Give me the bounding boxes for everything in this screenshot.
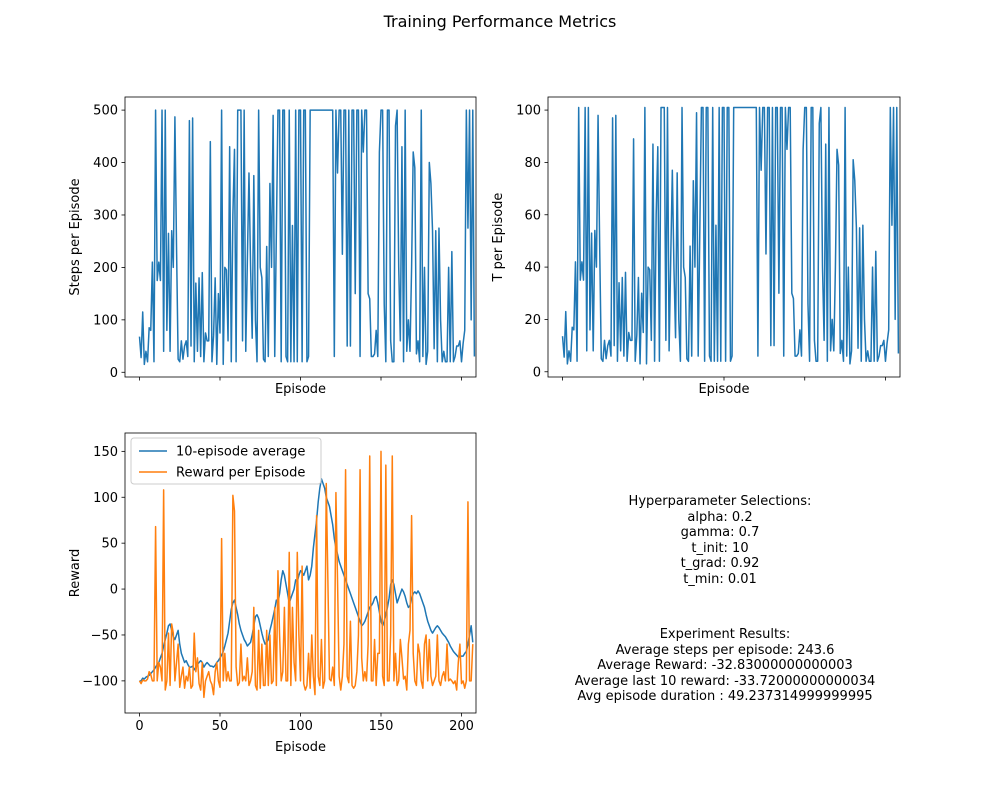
- temperature-y-tick-label: 60: [524, 208, 541, 223]
- hyperparameter-alpha: alpha: 0.2: [687, 509, 753, 525]
- result-avg-reward: Average Reward: -32.83000000000003: [597, 658, 853, 673]
- reward-x-tick-label: 0: [135, 719, 143, 734]
- reward-series-line-0: [139, 478, 474, 682]
- reward-legend-label-1: Reward per Episode: [176, 466, 305, 481]
- results-title: Experiment Results:: [659, 627, 791, 642]
- result-avg-duration: Avg episode duration : 49.23731499999999…: [577, 689, 873, 704]
- temperature-y-axis-label: T per Episode: [491, 193, 506, 283]
- reward-y-tick-label: 150: [93, 445, 118, 460]
- result-avg-steps: Average steps per episode: 243.6: [615, 642, 835, 658]
- steps-x-axis-label: Episode: [275, 382, 326, 397]
- temperature-x-axis-label: Episode: [698, 382, 749, 397]
- reward-x-axis-label: Episode: [275, 740, 326, 755]
- steps-y-tick-label: 100: [93, 313, 118, 328]
- steps-y-tick-label: 500: [93, 104, 118, 119]
- reward-y-tick-label: 0: [110, 583, 118, 598]
- hyperparameter-title: Hyperparameter Selections:: [628, 494, 812, 509]
- hyperparameter-t-init: t_init: 10: [691, 540, 749, 556]
- reward-y-tick-label: 100: [93, 491, 118, 506]
- steps-series-line-0: [138, 109, 476, 366]
- reward-y-axis-label: Reward: [68, 549, 83, 597]
- hyperparameter-panel: Hyperparameter Selections: alpha: 0.2 ga…: [520, 494, 920, 587]
- steps-y-axis-label: Steps per Episode: [68, 178, 83, 295]
- reward-y-tick-label: 50: [101, 537, 118, 552]
- reward-y-tick-label: −100: [82, 674, 118, 689]
- reward-x-tick-label: 150: [369, 719, 394, 734]
- figure-title: Training Performance Metrics: [383, 12, 617, 31]
- temperature-y-tick-label: 0: [533, 365, 541, 380]
- temperature-y-tick-label: 100: [516, 104, 541, 119]
- steps-y-tick-label: 300: [93, 208, 118, 223]
- steps-y-tick-label: 400: [93, 156, 118, 171]
- temperature-y-tick-label: 20: [524, 313, 541, 328]
- reward-y-tick-label: −50: [91, 628, 118, 643]
- temperature-y-tick-label: 40: [524, 261, 541, 276]
- steps-y-tick-label: 0: [110, 366, 118, 381]
- temperature-series-line-0: [561, 106, 900, 365]
- reward-x-tick-label: 200: [449, 719, 474, 734]
- reward-chart: 0 50 100 150 200 −100 −50 0 50 100 150 Episode Rewar…: [68, 432, 477, 755]
- hyperparameter-t-min: t_min: 0.01: [683, 571, 757, 587]
- reward-legend: [130, 437, 322, 485]
- hyperparameter-t-grad: t_grad: 0.92: [680, 556, 760, 571]
- reward-series-line-1: [138, 450, 474, 699]
- hyperparameter-gamma: gamma: 0.7: [680, 525, 760, 540]
- result-last10-reward: Average last 10 reward: -33.720000000000…: [574, 673, 876, 689]
- steps-y-tick-label: 200: [93, 261, 118, 276]
- reward-x-tick-label: 100: [288, 719, 313, 734]
- temperature-chart: 0 20 40 60 80 100 Episode T per Episode: [491, 96, 901, 397]
- reward-x-tick-label: 50: [212, 719, 229, 734]
- results-panel: Experiment Results: Average steps per ep…: [520, 627, 930, 705]
- temperature-y-tick-label: 80: [524, 156, 541, 171]
- steps-chart: 0 100 200 300 400 500 Episode Steps per Episode: [68, 96, 477, 397]
- reward-legend-label-0: 10-episode average: [176, 445, 305, 460]
